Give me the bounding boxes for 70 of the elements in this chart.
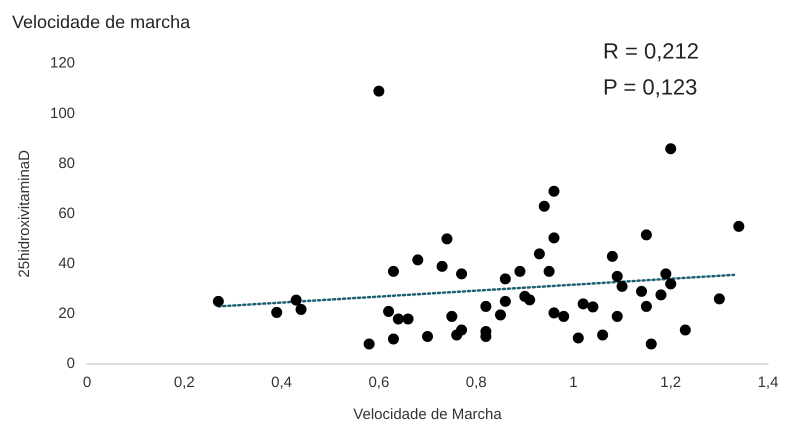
point [388, 333, 399, 344]
x-tick-label: 0,4 [271, 374, 292, 392]
point [636, 286, 648, 297]
point [655, 289, 666, 300]
point [271, 306, 282, 318]
point [616, 280, 628, 292]
point [436, 260, 448, 272]
point [296, 304, 307, 315]
point [290, 294, 302, 306]
point [534, 248, 545, 260]
x-tick-label: 0 [82, 374, 92, 392]
x-tick-label: 1,4 [758, 374, 778, 392]
point [538, 200, 550, 212]
point [480, 300, 492, 312]
point [212, 296, 224, 307]
point [572, 332, 584, 344]
chart-title: Velocidade de marcha [12, 12, 192, 32]
y-tick-label: 40 [58, 255, 76, 272]
x-axis-title: Velocidade de Marcha [353, 406, 502, 424]
point [402, 313, 414, 324]
point [446, 310, 458, 322]
y-tick-label: 20 [58, 305, 76, 322]
point [500, 273, 511, 284]
y-tick-label: 60 [58, 204, 76, 222]
y-tick-label: 0 [66, 355, 76, 372]
point [587, 301, 598, 312]
point [451, 329, 462, 340]
point [612, 310, 623, 322]
point [606, 250, 618, 262]
point [364, 338, 375, 350]
point [388, 266, 399, 277]
x-tick-label: 0,2 [174, 374, 195, 392]
point [578, 298, 589, 310]
point [524, 294, 536, 306]
point [640, 300, 652, 312]
point [412, 254, 424, 266]
point [660, 268, 672, 280]
y-axis-title: 25hidroxivitaminaD [16, 150, 34, 278]
point [544, 266, 555, 277]
point [548, 186, 560, 197]
point [422, 330, 434, 342]
point [597, 329, 608, 340]
point [373, 86, 384, 97]
point [514, 266, 526, 277]
x-tick-label: 1 [569, 374, 578, 392]
y-tick-label: 80 [58, 154, 76, 172]
point [714, 293, 725, 304]
point [640, 229, 652, 240]
x-tick-label: 0,8 [466, 374, 487, 392]
point [548, 232, 560, 244]
point [665, 143, 676, 154]
point [548, 307, 560, 318]
x-tick-label: 1,2 [660, 374, 682, 392]
point [612, 270, 623, 282]
point [383, 306, 394, 317]
annotation: P = 0,123 [603, 74, 698, 100]
annotation: R = 0,212 [603, 38, 700, 64]
point [441, 233, 452, 244]
point [500, 296, 511, 307]
y-tick-label: 120 [50, 54, 76, 72]
point [733, 220, 744, 232]
point [456, 268, 468, 280]
point [558, 310, 570, 322]
point [392, 313, 404, 324]
y-tick-label: 100 [50, 104, 76, 122]
point [646, 338, 657, 350]
point [680, 324, 691, 336]
point [494, 309, 506, 320]
point [665, 278, 676, 290]
x-tick-label: 0,6 [368, 374, 390, 392]
